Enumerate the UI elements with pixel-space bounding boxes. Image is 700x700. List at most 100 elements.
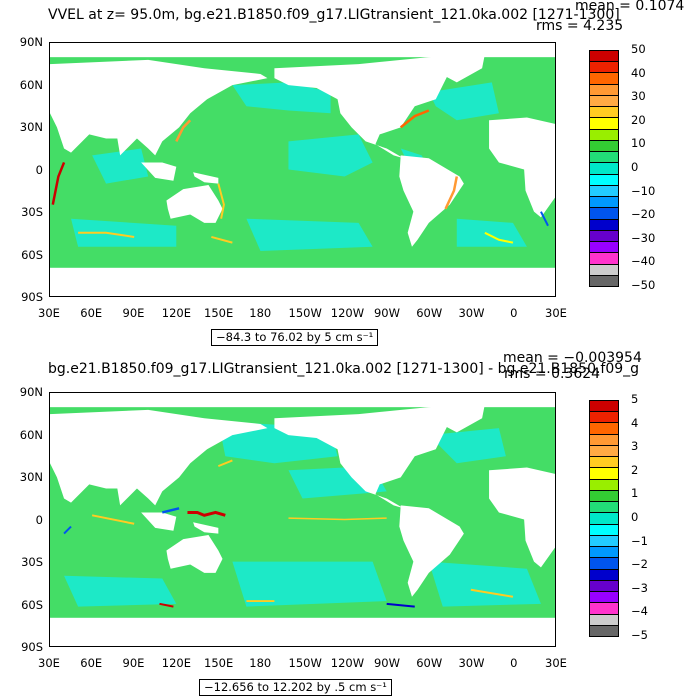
panel2-rms: rms = 0.3624 xyxy=(504,366,601,382)
panel2-colorbar: 5 4 3 2 1 0 −1 −2 −3 −4 −5 xyxy=(589,392,679,642)
land-new-guinea xyxy=(193,172,219,184)
ocean-region-4 xyxy=(246,218,373,252)
current-streak-5 xyxy=(78,231,135,238)
lat-tick-label: 90S xyxy=(21,640,43,654)
land-australia xyxy=(166,534,223,573)
land-greenland xyxy=(428,404,485,433)
lat-tick-label: 60S xyxy=(21,597,43,612)
colorbar-label: −5 xyxy=(631,628,648,642)
lat-tick-label: 90N xyxy=(19,35,43,49)
panel2-title: bg.e21.B1850.f09_g17.LIGtransient_121.0k… xyxy=(48,361,640,377)
lon-tick-label: 150E xyxy=(204,306,234,320)
panel1-rms: rms = 4.235 xyxy=(536,18,624,34)
lat-tick-label: 0 xyxy=(35,512,43,527)
colorbar-swatch xyxy=(589,624,619,637)
panel1-title: VVEL at z= 95.0m, bg.e21.B1850.f09_g17.L… xyxy=(48,7,620,23)
colorbar-label: 4 xyxy=(631,415,639,430)
land-north-america xyxy=(274,407,450,509)
land-se-asia-isl xyxy=(141,162,177,181)
current-streak-3 xyxy=(288,517,387,521)
current-streak-9 xyxy=(217,459,233,468)
panel2-range-label: −12.656 to 12.202 by .5 cm s⁻¹ xyxy=(199,679,392,696)
lon-tick-label: 60W xyxy=(416,656,443,670)
colorbar-label: −2 xyxy=(631,557,648,572)
land-australia xyxy=(166,184,223,223)
ocean-region-6 xyxy=(92,148,149,184)
ocean-region-2 xyxy=(428,82,499,121)
lon-tick-label: 30E xyxy=(545,306,567,320)
colorbar-label: 3 xyxy=(631,439,639,454)
land-south-america xyxy=(399,155,464,247)
ocean-region-1 xyxy=(64,575,177,607)
ocean-region-0 xyxy=(232,82,331,114)
colorbar-label: −30 xyxy=(631,230,656,245)
current-streak-2 xyxy=(217,183,225,219)
current-streak-1 xyxy=(175,119,192,142)
lon-tick-label: 120E xyxy=(161,656,191,670)
ocean-region-3 xyxy=(428,561,541,607)
lon-tick-label: 0 xyxy=(510,306,518,320)
current-streak-0 xyxy=(51,161,66,205)
ocean-region-5 xyxy=(456,218,527,247)
colorbar-label: 0 xyxy=(631,510,639,524)
panel1-range-label: −84.3 to 76.02 by 5 cm s⁻¹ xyxy=(211,329,379,346)
current-streak-4 xyxy=(444,176,459,210)
panel2-mean: mean = −0.003954 xyxy=(503,350,642,366)
lon-tick-label: 120W xyxy=(330,656,365,670)
lat-tick-label: 60N xyxy=(19,77,43,92)
lat-tick-label: 60N xyxy=(19,427,43,442)
lon-tick-label: 150E xyxy=(204,656,234,670)
land-arctic xyxy=(50,393,555,408)
lon-tick-label: 0 xyxy=(510,656,518,670)
lon-tick-label: 30W xyxy=(458,656,485,670)
lon-tick-label: 90E xyxy=(122,306,145,320)
lon-tick-label: 150W xyxy=(288,306,322,320)
land-africa xyxy=(489,467,555,568)
land-south-america xyxy=(399,505,464,597)
lon-tick-label: 150W xyxy=(288,656,322,670)
panel2-map xyxy=(49,392,556,647)
colorbar-label: −4 xyxy=(631,604,648,619)
colorbar-label: −50 xyxy=(631,278,656,292)
land-eurasia xyxy=(50,409,268,506)
lat-tick-label: 90N xyxy=(19,385,43,399)
lon-tick-label: 30W xyxy=(458,306,485,320)
colorbar-label: 20 xyxy=(631,112,646,127)
lon-tick-label: 180 xyxy=(249,656,272,670)
lon-tick-label: 90E xyxy=(122,656,145,670)
land-antarctica xyxy=(50,267,555,296)
ocean-region-2 xyxy=(232,561,387,607)
colorbar-label: 2 xyxy=(631,462,639,477)
land-eurasia xyxy=(50,59,268,156)
land-antarctica xyxy=(50,617,555,646)
land-greenland xyxy=(428,54,485,83)
lat-tick-label: 30N xyxy=(19,120,43,134)
lon-tick-label: 60E xyxy=(80,656,103,670)
lat-tick-label: 60S xyxy=(21,247,43,262)
lon-tick-label: 90W xyxy=(373,306,400,320)
current-streak-2 xyxy=(91,514,135,525)
lon-tick-label: 60W xyxy=(416,306,443,320)
colorbar-label: 50 xyxy=(631,42,646,56)
colorbar-label: 1 xyxy=(631,486,639,501)
land-se-asia-isl xyxy=(141,512,177,531)
lat-tick-label: 0 xyxy=(35,162,43,177)
colorbar-label: 5 xyxy=(631,392,639,406)
lat-tick-label: 30S xyxy=(21,205,43,219)
colorbar-label: −3 xyxy=(631,580,648,595)
current-streak-6 xyxy=(211,236,233,244)
lat-tick-label: 30N xyxy=(19,470,43,484)
colorbar-label: −20 xyxy=(631,207,656,222)
lon-tick-label: 30E xyxy=(38,656,60,670)
land-africa xyxy=(489,117,555,218)
colorbar-label: 10 xyxy=(631,136,646,151)
colorbar-label: −10 xyxy=(631,183,656,198)
colorbar-swatch xyxy=(589,274,619,287)
current-streak-0 xyxy=(187,510,226,517)
colorbar-label: 30 xyxy=(631,89,646,104)
lon-tick-label: 90W xyxy=(373,656,400,670)
land-arctic xyxy=(50,43,555,58)
current-streak-7 xyxy=(484,231,514,244)
current-streak-4 xyxy=(63,525,72,535)
panel1-mean: mean = 0.1074 xyxy=(575,0,685,14)
